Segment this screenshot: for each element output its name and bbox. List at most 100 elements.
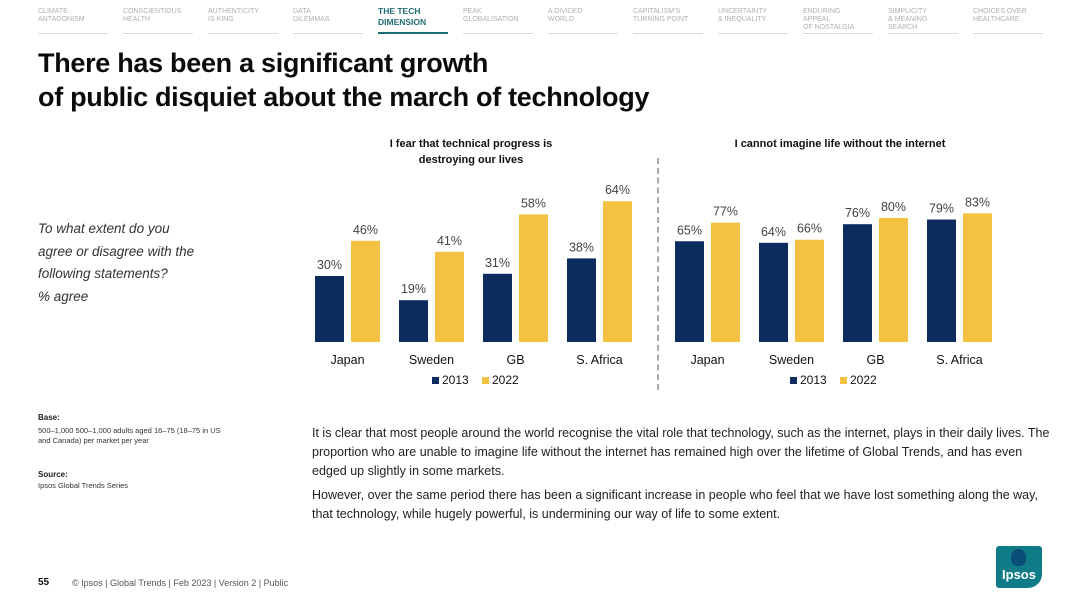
data-label-japan-2022: 46% [353,223,378,237]
nav-item-choices-over-healthcare[interactable]: CHOICES OVER HEALTHCARE [973,6,1058,34]
nav-label: HEALTH [123,16,151,23]
nav-label: PEAK [463,8,482,15]
legend-swatch-2022 [840,377,847,384]
nav-label: DIMENSION [378,17,427,27]
data-label-sweden-2013: 19% [401,282,426,296]
body-text: It is clear that most people around the … [312,424,1052,529]
nav-item-climate-antagonism[interactable]: CLIMATE ANTAGONISM [38,6,123,34]
nav-label: CHOICES OVER [973,8,1027,15]
category-label-japan: Japan [690,353,724,367]
data-label-gb-2022: 80% [881,200,906,214]
body-paragraph-2: However, over the same period there has … [312,488,1038,521]
nav-label: WORLD [548,16,575,23]
nav-item-enduring-appeal-of-nostalgia[interactable]: ENDURING APPEAL OF NOSTALGIA [803,6,888,34]
legend-label-2013: 2013 [442,373,469,387]
bar-safrica-2022 [603,201,632,342]
data-label-gb-2013: 31% [485,256,510,270]
nav-label: IS KING [208,16,234,23]
survey-question: To what extent do you agree or disagree … [38,218,238,308]
question-line: agree or disagree with the [38,243,195,259]
bar-japan-2022 [351,240,380,342]
nav-label: ANTAGONISM [38,16,85,23]
base-label: Base: [38,413,60,422]
ipsos-logo-text: Ipsos [1002,567,1036,582]
data-label-safrica-2013: 38% [569,240,594,254]
nav-item-peak-globalisation[interactable]: PEAK GLOBALISATION [463,6,548,34]
legend-label-2013: 2013 [800,373,827,387]
page-number: 55 [38,577,50,588]
nav-item-data-dilemmas[interactable]: DATA DILEMMAS [293,6,378,34]
data-label-gb-2013: 76% [845,206,870,220]
chart-2-title-line1: I cannot imagine life without the intern… [734,138,946,150]
question-line: following statements? [38,266,168,281]
data-label-gb-2022: 58% [521,196,546,210]
bar-japan-2022 [711,222,740,342]
bar-sweden-2022 [795,239,824,342]
category-label-sweden: Sweden [409,353,454,367]
data-label-sweden-2022: 66% [797,222,822,236]
bar-gb-2022 [519,214,548,342]
question-line: % agree [38,288,89,304]
chart-tech-progress-fear: 30% 46% Japan 19% 41% Sweden 31% 58% GB 38% 64% S. … [315,183,632,387]
legend-label-2022: 2022 [850,373,877,387]
nav-label: & MEANING SEARCH [888,16,928,31]
nav-label: OF NOSTALGIA [803,24,855,31]
nav-label: THE TECH [378,6,421,16]
source-text: Ipsos Global Trends Series [38,481,129,490]
nav-item-a-divided-world[interactable]: A DIVIDED WORLD [548,6,633,34]
base-text: 500–1,000 500–1,000 adults aged 16–75 (1… [38,426,221,445]
bar-sweden-2022 [435,251,464,342]
chart-1-title-line1: I fear that technical progress is [389,138,553,150]
bar-sweden-2013 [759,242,788,342]
nav-label: CONSCIENTIOUS [123,8,182,15]
body-paragraph-1: It is clear that most people around the … [312,426,1050,478]
chart-divider [657,158,659,390]
nav-item-authenticity-is-king[interactable]: AUTHENTICITY IS KING [208,6,293,34]
nav-item-simplicity-meaning-search[interactable]: SIMPLICITY & MEANING SEARCH [888,6,973,34]
data-label-japan-2022: 77% [713,205,738,219]
nav-label: & INEQUALITY [718,16,767,23]
nav-label: SIMPLICITY [888,8,927,15]
page-title: There has been a significant growth of p… [38,46,649,114]
data-label-safrica-2022: 83% [965,195,990,209]
chart-2-title: I cannot imagine life without the intern… [670,136,1010,152]
nav-label: CLIMATE [38,8,68,15]
legend-swatch-2013 [790,377,797,384]
chart-1-title-line2: destroying our lives [418,154,524,166]
source-label: Source: [38,470,68,479]
bar-gb-2013 [843,224,872,342]
data-label-japan-2013: 30% [317,258,342,272]
category-label-gb: GB [506,353,524,367]
nav-label: A DIVIDED [548,8,583,15]
nav-item-conscientious-health[interactable]: CONSCIENTIOUS HEALTH [123,6,208,34]
nav-item-the-tech-dimension[interactable]: THE TECH DIMENSION [378,6,463,34]
nav-item-uncertainty-inequality[interactable]: UNCERTAINTY & INEQUALITY [718,6,803,34]
page-title-line2: of public disquiet about the march of te… [38,82,650,112]
nav-label: CAPITALISM'S [633,8,681,15]
nav-label: ENDURING APPEAL [803,8,841,23]
nav-label: DATA [293,8,311,15]
nav-item-capitalisms-turning-point[interactable]: CAPITALISM'S TURNING POINT [633,6,718,34]
chart-1-title: I fear that technical progress is destro… [330,136,612,168]
question-line: To what extent do you [38,221,170,236]
bar-japan-2013 [315,276,344,342]
nav-label: HEALTHCARE [973,16,1020,23]
bar-safrica-2022 [963,213,992,342]
data-label-sweden-2022: 41% [437,234,462,248]
data-label-safrica-2013: 79% [929,202,954,216]
bar-sweden-2013 [399,300,428,342]
category-label-safrica: S. Africa [936,353,983,367]
ipsos-logo: Ipsos [996,546,1042,588]
legend-label-2022: 2022 [492,373,519,387]
category-label-japan: Japan [330,353,364,367]
bar-safrica-2013 [927,219,956,342]
data-label-safrica-2022: 64% [605,183,630,197]
section-nav: CLIMATE ANTAGONISM CONSCIENTIOUS HEALTH AU… [38,6,1048,34]
footer-text: © Ipsos | Global Trends | Feb 2023 | Ver… [72,578,289,588]
nav-label: GLOBALISATION [463,16,519,23]
nav-label: UNCERTAINTY [718,8,768,15]
legend-swatch-2013 [432,377,439,384]
chart-internet-reliance: 65% 77% Japan 64% 66% Sweden 76% 80% GB 79% 83% S. … [675,195,992,387]
data-label-sweden-2013: 64% [761,225,786,239]
category-label-gb: GB [866,353,884,367]
